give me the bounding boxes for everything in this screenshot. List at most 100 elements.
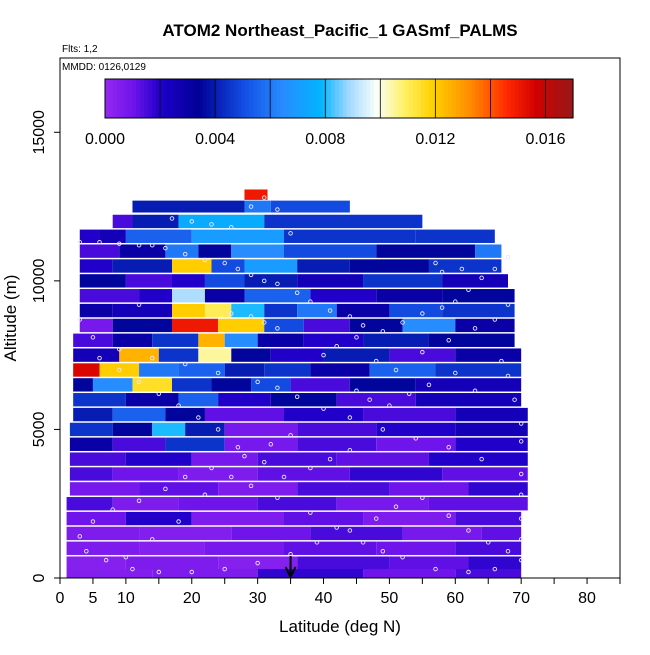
flight-track-point (492, 566, 498, 572)
heatmap-cell (112, 259, 172, 273)
flight-track-point (169, 216, 175, 221)
heatmap-cell (376, 289, 443, 303)
heatmap-cell (284, 229, 416, 243)
y-axis-label: Altitude (m) (1, 275, 20, 362)
heatmap-cell (79, 289, 140, 303)
heatmap-cell (231, 526, 311, 541)
heatmap-cell (112, 467, 179, 481)
flight-track-point (420, 495, 425, 501)
heatmap-cell (178, 363, 225, 377)
arrow-head (284, 566, 297, 580)
heatmap-cell (178, 467, 258, 481)
flight-track-point (268, 442, 274, 447)
flight-track-point (235, 445, 241, 450)
colorbar-swatch (136, 79, 141, 118)
flight-track-points (77, 195, 524, 575)
flight-track-point (334, 525, 339, 530)
flight-track-point (466, 287, 471, 293)
x-tick-label: 0 (56, 590, 65, 607)
flight-track-point (479, 275, 484, 281)
flight-track-point (446, 513, 451, 518)
heatmap-cell (112, 437, 166, 451)
flight-track-point (321, 406, 326, 411)
flight-track-point (255, 379, 260, 385)
colorbar-swatch (307, 79, 313, 118)
flight-track-point (156, 569, 162, 575)
colorbar-swatch (385, 79, 391, 118)
heatmap-cell (99, 363, 140, 377)
heatmap-cell (191, 452, 258, 466)
colorbar-swatch (339, 79, 344, 118)
flight-track-point (518, 439, 524, 444)
colorbar-swatch (420, 79, 426, 118)
heatmap-cell (139, 482, 219, 496)
heatmap-cell (428, 333, 515, 347)
flight-track-point (453, 299, 458, 304)
heatmap-cell (112, 333, 153, 347)
flight-track-point (77, 239, 83, 245)
heatmap-cell (73, 333, 113, 347)
flight-track-point (387, 403, 392, 408)
colorbar-swatch (381, 79, 387, 118)
flight-track-point (196, 415, 201, 420)
colorbar-swatch (370, 79, 375, 118)
colorbar-swatch (186, 79, 192, 118)
heatmap-cell (264, 303, 298, 318)
heatmap-cell (92, 378, 133, 392)
heatmap-cell (303, 318, 350, 333)
heatmap-cell (139, 541, 205, 555)
colorbar-swatch (389, 79, 395, 118)
heatmap-cell (79, 274, 126, 288)
heatmap-cell (270, 348, 324, 362)
colorbar-swatch (292, 79, 297, 118)
heatmap-cell (66, 511, 126, 526)
x-tick-label: 30 (249, 590, 267, 607)
colorbar-swatch (463, 79, 469, 118)
colorbar-swatch (296, 79, 301, 118)
flight-track-point (117, 346, 122, 352)
heatmap-cell (257, 333, 304, 347)
colorbar-swatch (151, 79, 157, 118)
colorbar-tick-label: 0.000 (85, 131, 125, 148)
flight-track-point (400, 554, 405, 560)
heatmap-cell (310, 363, 370, 377)
latitude-marker-arrow (284, 556, 297, 580)
heatmap-cell (152, 422, 186, 437)
colorbar-swatch (452, 79, 457, 118)
heatmap-cell (297, 482, 390, 496)
heatmap-cell (198, 348, 232, 362)
flight-track-point (261, 459, 267, 465)
heatmap-cell (257, 467, 350, 481)
heatmap-cell (204, 541, 284, 555)
flight-track-point (215, 427, 221, 432)
flight-track-point (321, 352, 326, 358)
heatmap-cell (389, 303, 443, 318)
colorbar-swatch (147, 79, 153, 118)
colorbar-swatch (354, 79, 360, 118)
colorbar-swatch (518, 79, 523, 118)
flight-track-point (466, 569, 471, 575)
colorbar-swatch (155, 79, 161, 118)
colorbar-swatch (280, 79, 285, 118)
heatmap-cell (99, 229, 126, 243)
heatmap-cell (73, 393, 126, 407)
flight-track-point (281, 474, 287, 480)
flight-track-point (472, 388, 478, 394)
heatmap-cell (264, 363, 311, 377)
heatmap-cell (264, 214, 423, 229)
flight-track-point (84, 549, 89, 554)
heatmap-cell (73, 378, 93, 392)
heatmap-cell (218, 318, 265, 333)
heatmap-cell (218, 393, 271, 407)
colorbar-swatch (249, 79, 254, 118)
heatmap-cell (264, 318, 304, 333)
y-tick-label: 5000 (31, 412, 48, 448)
heatmap-cell (69, 467, 113, 481)
heatmap-cell (349, 318, 403, 333)
heatmap-cell (119, 348, 159, 362)
flight-track-point (261, 278, 267, 284)
flight-track-point (288, 433, 293, 438)
colorbar-swatch (315, 79, 321, 118)
flight-track-point (479, 456, 484, 462)
